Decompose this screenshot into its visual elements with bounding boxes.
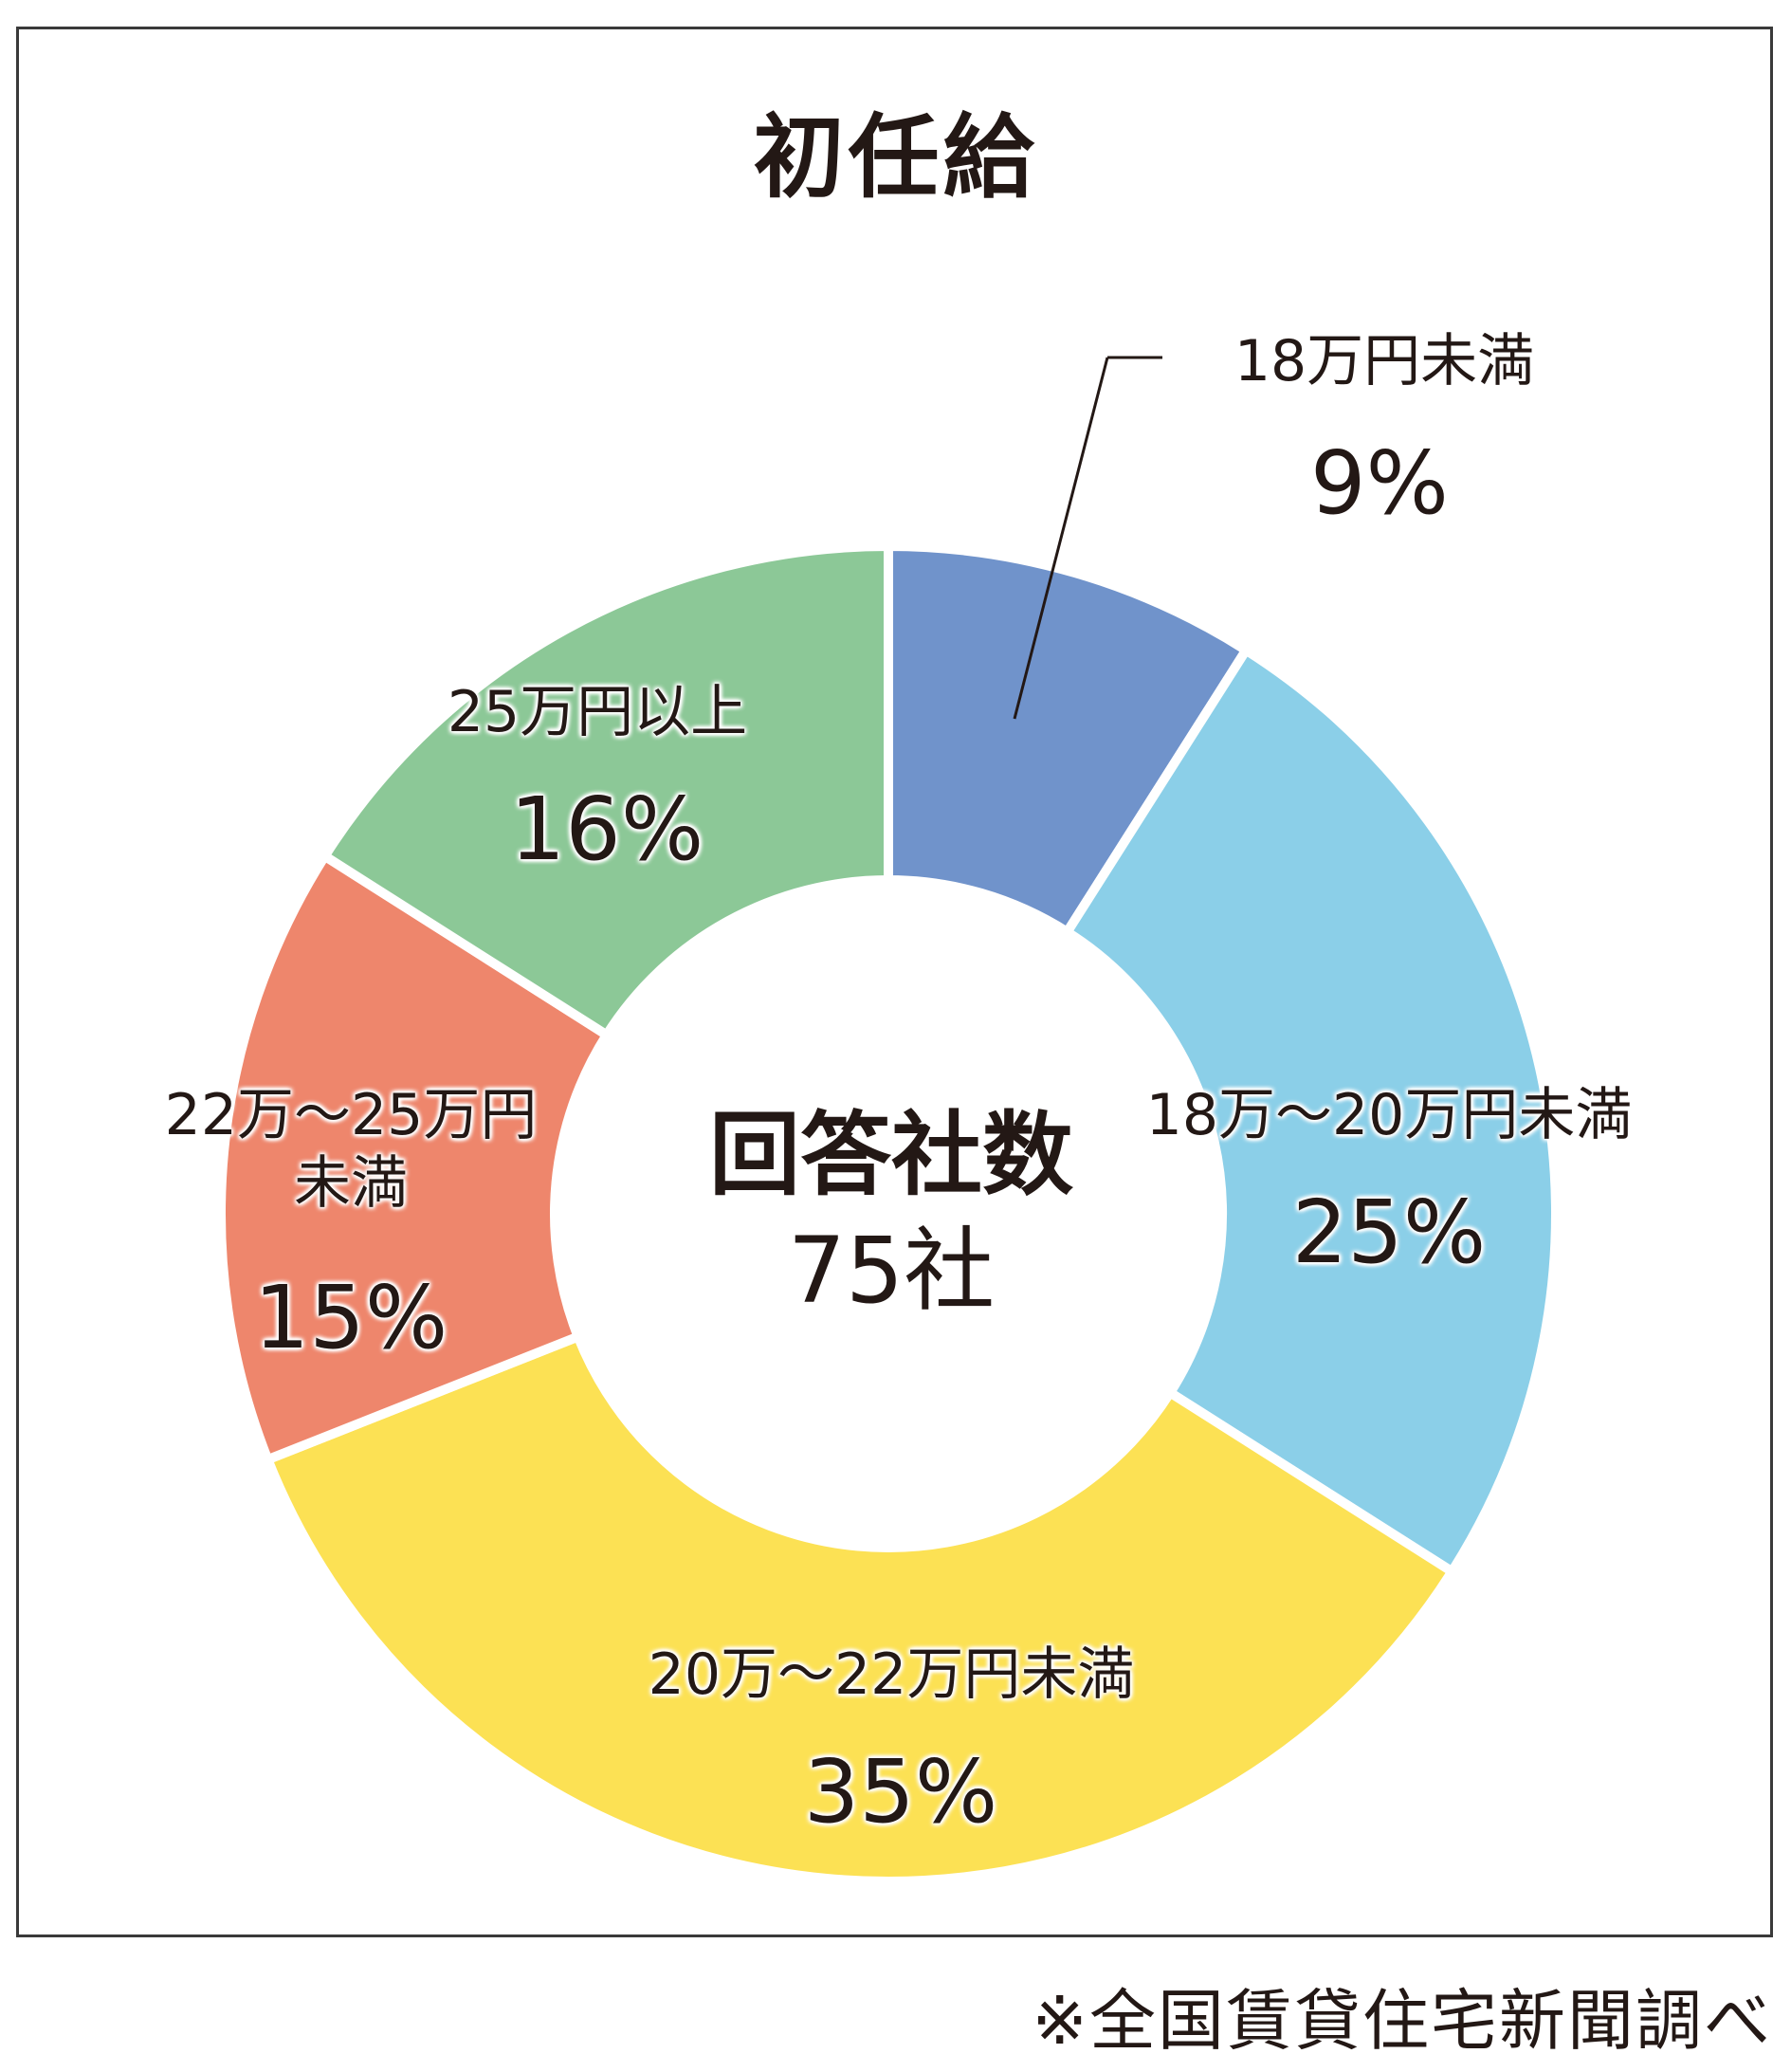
slice-value-label-0: 9% xyxy=(1310,432,1449,534)
center-label: 回答社数 xyxy=(709,1102,1073,1208)
center-value: 75社 xyxy=(787,1218,996,1324)
donut-slice-0 xyxy=(884,541,1253,939)
donut-slice-1 xyxy=(1060,643,1561,1579)
donut-slices xyxy=(216,541,1561,1886)
slice-label-0: 18万円未満 xyxy=(1234,328,1535,394)
slice-value-label-3: 15% xyxy=(253,1267,448,1368)
slice-label-2: 20万～22万円未満 xyxy=(648,1641,1135,1708)
source-note: ※全国賃貸住宅新聞調べ xyxy=(1032,1982,1772,2060)
donut-slice-3 xyxy=(216,849,613,1466)
chart-title: 初任給 xyxy=(753,104,1038,211)
donut-slice-4 xyxy=(318,541,893,1042)
leader-line-18man-miman xyxy=(1013,357,1109,720)
donut-slice-2 xyxy=(261,1330,1459,1886)
slice-label-3: 22万～25万円 未満 xyxy=(164,1082,538,1217)
chart-frame xyxy=(16,27,1773,1937)
slice-label-4: 25万円以上 xyxy=(447,679,748,745)
slice-value-label-1: 25% xyxy=(1291,1182,1487,1283)
slice-value-label-2: 35% xyxy=(803,1741,998,1843)
slice-label-1: 18万～20万円未満 xyxy=(1145,1082,1633,1148)
slice-value-label-4: 16% xyxy=(509,779,704,880)
